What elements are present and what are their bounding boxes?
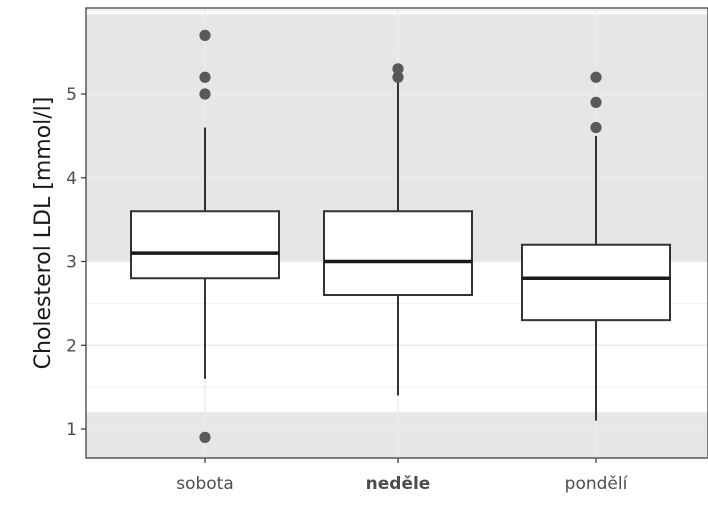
reference-band-2 — [86, 412, 708, 458]
y-tick-label: 3 — [66, 253, 77, 273]
y-tick-label: 5 — [66, 85, 77, 105]
outlier-point — [199, 88, 211, 100]
outliers — [199, 29, 602, 443]
box-iqr — [323, 210, 473, 296]
y-tick-label: 4 — [66, 169, 77, 189]
outlier-point — [199, 431, 211, 443]
x-tick-label: neděle — [366, 474, 431, 494]
y-tick-label: 1 — [66, 420, 77, 440]
y-tick-label: 2 — [66, 336, 77, 356]
outlier-point — [590, 96, 602, 108]
box-iqr — [521, 243, 671, 322]
panel-border — [85, 7, 708, 459]
outlier-point — [590, 71, 602, 83]
x-tick-label: pondělí — [565, 474, 629, 494]
box-2 — [323, 81, 473, 396]
outlier-point — [590, 121, 602, 134]
y-axis: 1 2 3 4 5 — [66, 85, 86, 440]
box-1 — [130, 127, 280, 379]
outlier-point — [199, 71, 211, 83]
y-axis-label: Cholesterol LDL [mmol/l] — [31, 97, 56, 370]
outlier-point — [199, 29, 211, 41]
box-iqr — [130, 210, 280, 280]
x-axis: sobota neděle pondělí — [176, 458, 629, 494]
outlier-point — [392, 63, 404, 75]
x-tick-label: sobota — [176, 474, 234, 494]
box-3 — [521, 135, 671, 421]
outlier-point — [392, 71, 404, 83]
boxes — [130, 81, 671, 421]
